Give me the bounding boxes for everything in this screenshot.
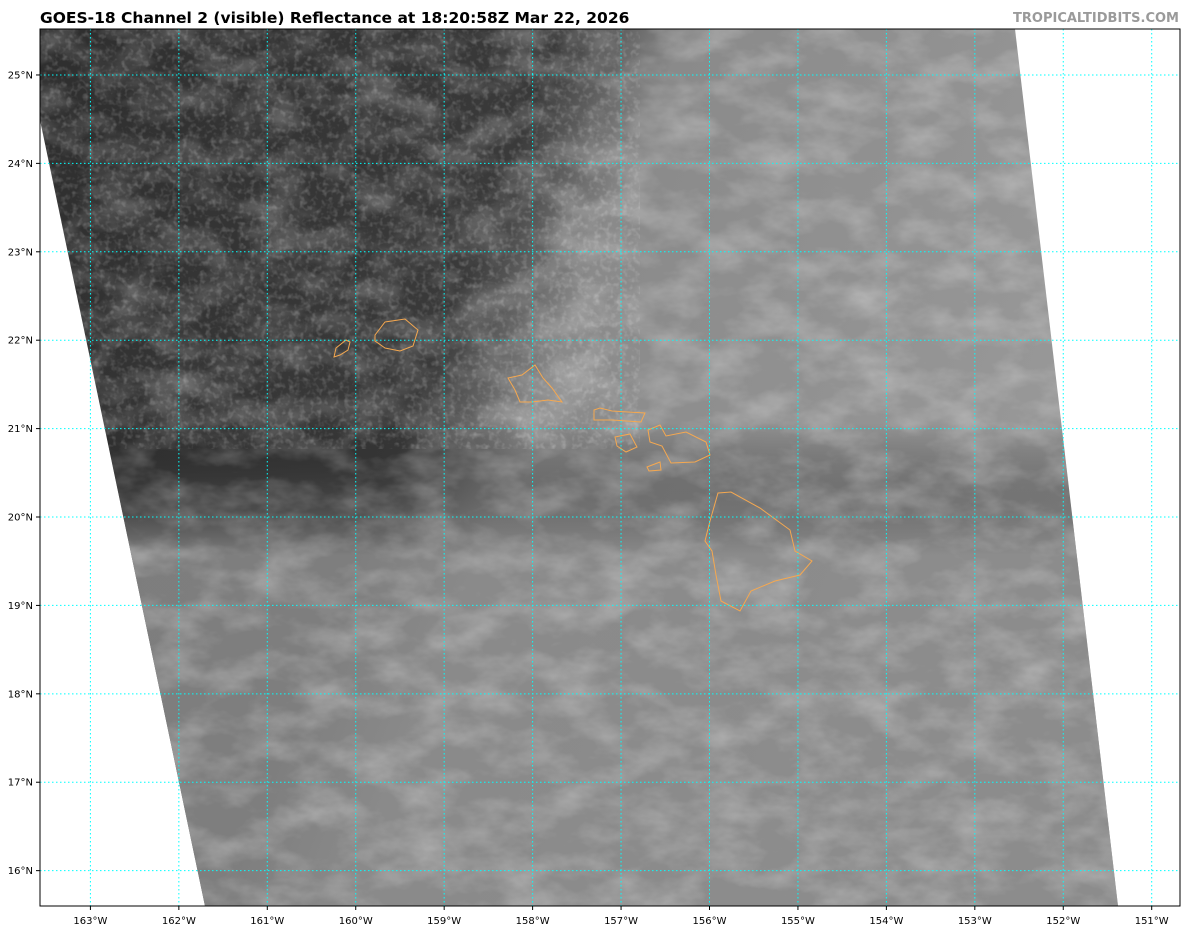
lat-tick-label: 21°N: [8, 424, 33, 435]
lon-tick-label: 157°W: [604, 916, 638, 927]
coastline-kahoolawe: [646, 461, 662, 472]
watermark: TROPICALTIDBITS.COM: [1013, 11, 1179, 26]
coastline-kauai: [374, 318, 419, 352]
lon-tick-label: 155°W: [781, 916, 815, 927]
lat-tick-label: 23°N: [8, 247, 33, 258]
axis-ticks: 163°W 162°W 161°W 160°W 159°W 158°W 157°W 156°W…: [8, 70, 1169, 927]
lon-tick-label: 154°W: [869, 916, 903, 927]
map-frame: [39, 28, 1181, 907]
satellite-imagery: [40, 29, 1118, 906]
lat-tick-label: 20°N: [8, 513, 33, 524]
lon-tick-label: 160°W: [339, 916, 373, 927]
map-title: GOES-18 Channel 2 (visible) Reflectance …: [40, 9, 630, 27]
coastline-niihau: [333, 339, 351, 358]
coastline-oahu: [507, 364, 564, 403]
coastline-maui: [647, 424, 711, 464]
lon-tick-label: 163°W: [73, 916, 107, 927]
coastline-molokai: [593, 407, 646, 423]
lon-tick-label: 153°W: [958, 916, 992, 927]
lon-tick-label: 151°W: [1135, 916, 1169, 927]
lat-tick-label: 18°N: [8, 689, 33, 700]
coastline-lanai: [614, 433, 638, 453]
lon-tick-label: 152°W: [1046, 916, 1080, 927]
lon-tick-label: 158°W: [516, 916, 550, 927]
lat-tick-label: 16°N: [8, 866, 33, 877]
lat-tick-label: 24°N: [8, 159, 33, 170]
coastline-hawaii: [704, 491, 813, 612]
lat-tick-label: 19°N: [8, 601, 33, 612]
lon-tick-label: 156°W: [693, 916, 727, 927]
lat-tick-label: 25°N: [8, 70, 33, 81]
lon-tick-label: 161°W: [250, 916, 284, 927]
lat-tick-label: 17°N: [8, 778, 33, 789]
coastlines: [333, 318, 813, 612]
lon-tick-label: 162°W: [162, 916, 196, 927]
lat-tick-label: 22°N: [8, 336, 33, 347]
lon-tick-label: 159°W: [427, 916, 461, 927]
